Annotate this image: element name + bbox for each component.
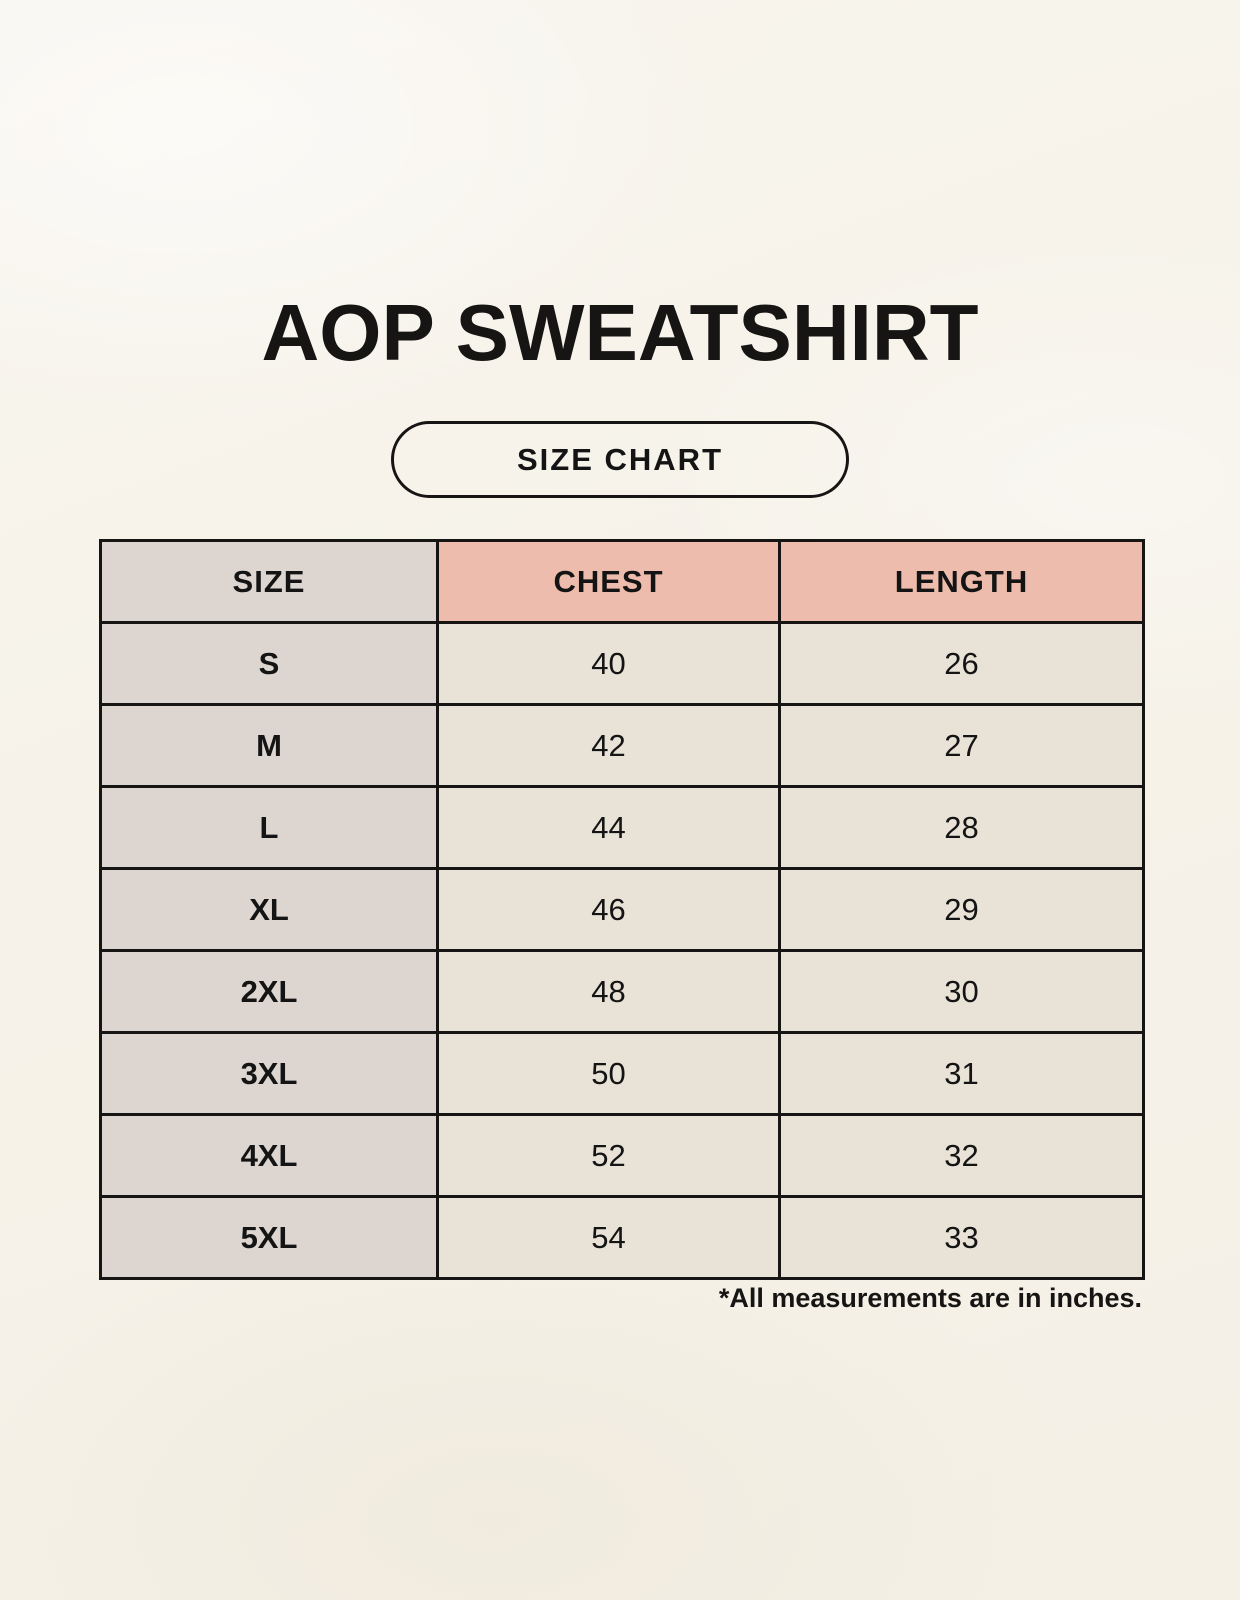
- size-cell: XL: [99, 867, 439, 952]
- chest-cell: 40: [436, 621, 781, 706]
- length-cell: 32: [778, 1113, 1145, 1198]
- size-cell: M: [99, 703, 439, 788]
- table-row: M 42 27: [99, 703, 1145, 788]
- length-cell: 26: [778, 621, 1145, 706]
- table-row: 2XL 48 30: [99, 949, 1145, 1034]
- table-row: 4XL 52 32: [99, 1113, 1145, 1198]
- chest-cell: 48: [436, 949, 781, 1034]
- table-row: L 44 28: [99, 785, 1145, 870]
- size-cell: 4XL: [99, 1113, 439, 1198]
- size-cell: 5XL: [99, 1195, 439, 1280]
- header-size: SIZE: [99, 539, 439, 624]
- table-row: XL 46 29: [99, 867, 1145, 952]
- size-cell: L: [99, 785, 439, 870]
- length-cell: 29: [778, 867, 1145, 952]
- table-row: 3XL 50 31: [99, 1031, 1145, 1116]
- measurements-footnote: *All measurements are in inches.: [718, 1283, 1142, 1313]
- chest-cell: 52: [436, 1113, 781, 1198]
- table-row: 5XL 54 33: [99, 1195, 1145, 1280]
- length-cell: 30: [778, 949, 1145, 1034]
- length-cell: 31: [778, 1031, 1145, 1116]
- header-chest: CHEST: [436, 539, 781, 624]
- size-cell: 2XL: [99, 949, 439, 1034]
- header-length: LENGTH: [778, 539, 1145, 624]
- length-cell: 28: [778, 785, 1145, 870]
- length-cell: 33: [778, 1195, 1145, 1280]
- chest-cell: 46: [436, 867, 781, 952]
- chest-cell: 50: [436, 1031, 781, 1116]
- size-chart-badge-label: SIZE CHART: [517, 441, 723, 477]
- table-header-row: SIZE CHEST LENGTH: [99, 539, 1145, 624]
- table-row: S 40 26: [99, 621, 1145, 706]
- size-cell: S: [99, 621, 439, 706]
- chest-cell: 42: [436, 703, 781, 788]
- chest-cell: 44: [436, 785, 781, 870]
- chest-cell: 54: [436, 1195, 781, 1280]
- size-cell: 3XL: [99, 1031, 439, 1116]
- page-title: AOP SWEATSHIRT: [261, 288, 979, 377]
- length-cell: 27: [778, 703, 1145, 788]
- size-chart-badge: SIZE CHART: [391, 421, 849, 498]
- size-table: SIZE CHEST LENGTH S 40 26 M 42 27 L 44 2…: [99, 539, 1145, 1280]
